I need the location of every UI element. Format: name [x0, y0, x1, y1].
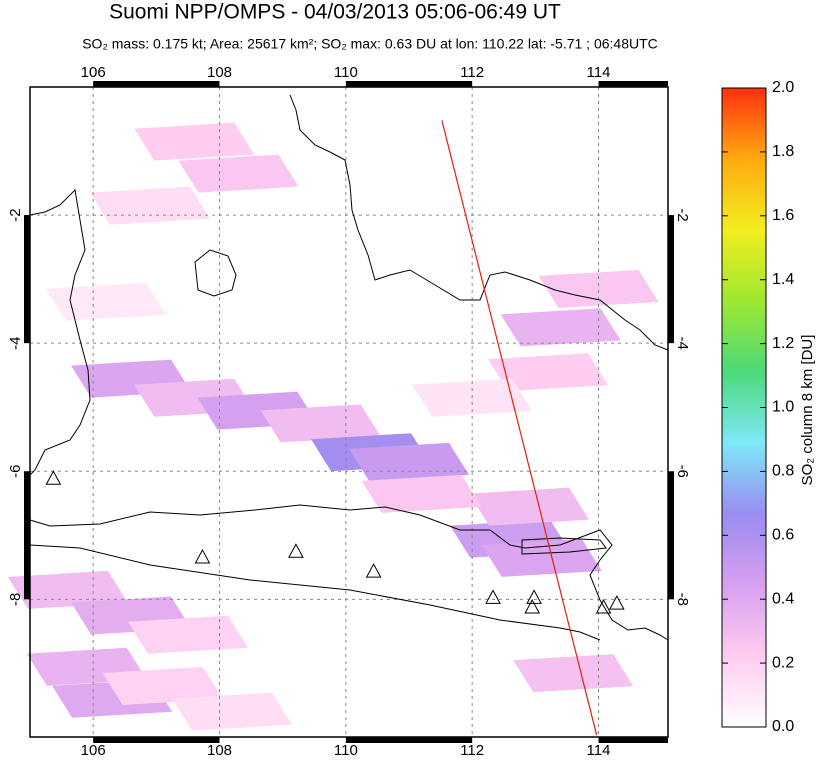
- frame-bar: [345, 737, 473, 743]
- volcano-marker: [485, 589, 501, 604]
- so2-pixel: [361, 474, 482, 513]
- x-tick-label: 106: [81, 64, 106, 81]
- x-tick-label: 112: [460, 64, 484, 81]
- colorbar-tick-label: 1.6: [772, 207, 794, 224]
- colorbar-tick-label: 1.2: [772, 335, 794, 352]
- colorbar-tick-label: 1.8: [772, 143, 794, 160]
- colorbar-tick-label: 1.0: [772, 399, 794, 416]
- colorbar-scale: [721, 87, 767, 728]
- y-tick-label: -6: [674, 465, 691, 478]
- sumatra-coast: [29, 188, 91, 476]
- so2-pixel: [349, 442, 470, 481]
- volcano-marker: [45, 470, 62, 485]
- so2-pixel: [172, 692, 293, 731]
- so2-pixel: [487, 353, 608, 392]
- so2-pixel: [513, 654, 634, 693]
- x-tick-label: 110: [334, 742, 358, 759]
- x-tick-label: 108: [207, 64, 232, 81]
- frame-bar: [668, 471, 674, 600]
- colorbar-tick-label: 2.0: [772, 79, 794, 96]
- volcano-marker: [608, 595, 625, 610]
- colorbar-tick-label: 0.0: [772, 718, 794, 735]
- colorbar-tick-label: 0.2: [772, 654, 794, 671]
- chart-subtitle: SO₂ mass: 0.175 kt; Area: 25617 km²; SO₂…: [82, 36, 658, 52]
- so2-pixel: [481, 538, 602, 577]
- frame-bar: [24, 215, 30, 344]
- volcano-marker: [365, 563, 382, 578]
- y-tick-label: -2: [7, 208, 24, 221]
- frame-bar: [24, 471, 30, 600]
- frame-bar: [345, 81, 473, 87]
- colorbar-tick-label: 0.4: [772, 590, 794, 607]
- markers: 106 106 108 108 110 110 112 112 114 114 -2 -2 -4 -4 -6…: [7, 64, 691, 759]
- volcano-marker: [595, 598, 612, 614]
- colorbar-label: SO₂ column 8 km [DU]: [799, 335, 816, 486]
- so2-pixel: [45, 282, 166, 321]
- so2-pixel: [102, 666, 223, 705]
- so2-pixel: [127, 615, 248, 654]
- borneo-coast: [289, 94, 669, 351]
- frame-bar: [598, 81, 668, 87]
- frame-bar: [93, 737, 220, 743]
- y-tick-label: -4: [674, 336, 691, 349]
- orbit-track: [441, 120, 598, 736]
- coastlines: [29, 94, 669, 641]
- y-tick-label: -2: [674, 208, 691, 221]
- volcano-marker: [524, 598, 541, 614]
- volcano-marker: [288, 543, 304, 558]
- volcano-marker: [194, 548, 211, 564]
- x-tick-label: 108: [207, 742, 232, 759]
- colorbar-tick-label: 0.8: [772, 463, 794, 480]
- volcano-marker: [526, 589, 542, 604]
- so2-pixel: [538, 269, 659, 308]
- x-tick-label: 110: [334, 64, 358, 81]
- colorbar: 0.0 0.2 0.4 0.6 0.8 1.0 1.2 1.4 1.6 1.8 2.0: [721, 79, 794, 735]
- so2-pixel: [178, 154, 299, 193]
- so2-pixel: [260, 404, 381, 443]
- x-tick-label: 112: [460, 742, 484, 759]
- chart-title: Suomi NPP/OMPS - 04/03/2013 05:06-06:49 …: [109, 1, 561, 24]
- frame-bar: [598, 737, 668, 743]
- x-tick-label: 114: [587, 742, 611, 759]
- bangka-coast: [194, 249, 237, 297]
- y-tick-label: -8: [7, 593, 24, 606]
- y-tick-label: -8: [674, 593, 691, 606]
- so2-pixel: [134, 122, 255, 161]
- y-tick-label: -4: [7, 336, 24, 349]
- frame-bar: [93, 81, 220, 87]
- so2-pixel: [90, 186, 211, 225]
- grid: [30, 87, 668, 737]
- frame-bar: [668, 215, 674, 344]
- so2-pixel: [469, 487, 590, 526]
- colorbar-tick-label: 1.4: [772, 271, 794, 288]
- x-tick-label: 106: [81, 742, 106, 759]
- so2-pixel: [500, 308, 621, 347]
- colorbar-tick-label: 0.6: [772, 527, 794, 544]
- so2-pixels: [7, 122, 659, 731]
- madura-coast: [521, 537, 607, 555]
- x-tick-label: 114: [587, 64, 611, 81]
- y-tick-label: -6: [7, 465, 24, 478]
